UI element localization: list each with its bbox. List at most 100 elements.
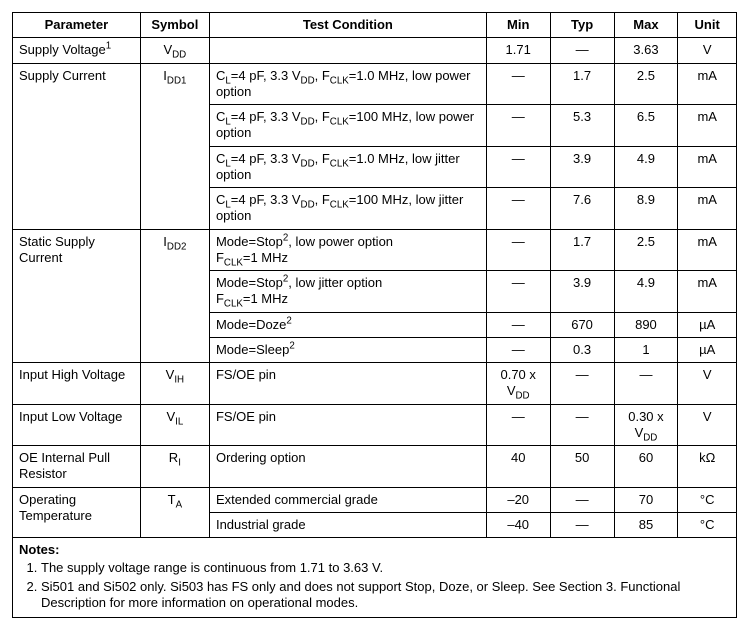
row-supply-voltage: Supply Voltage1 VDD 1.71 — 3.63 V (13, 38, 737, 63)
cond-idd1-2: CL=4 pF, 3.3 VDD, FCLK=100 MHz, low powe… (209, 105, 486, 147)
max-idd1-1: 2.5 (614, 63, 678, 105)
max-vih: — (614, 363, 678, 405)
min-idd1-1: — (486, 63, 550, 105)
typ-idd2-1: 1.7 (550, 229, 614, 271)
sym-vdd: VDD (140, 38, 209, 63)
h-unit: Unit (678, 13, 737, 38)
unit-supply-voltage: V (678, 38, 737, 63)
min-temp-2: –40 (486, 512, 550, 537)
unit-idd2-1: mA (678, 229, 737, 271)
max-vil: 0.30 x VDD (614, 404, 678, 446)
typ-idd1-1: 1.7 (550, 63, 614, 105)
unit-vil: V (678, 404, 737, 446)
max-idd2-2: 4.9 (614, 271, 678, 313)
min-idd1-2: — (486, 105, 550, 147)
cond-idd2-1: Mode=Stop2, low power optionFCLK=1 MHz (209, 229, 486, 271)
max-idd2-1: 2.5 (614, 229, 678, 271)
unit-idd2-4: µA (678, 337, 737, 362)
cond-temp-2: Industrial grade (209, 512, 486, 537)
row-static-1: Static Supply Current IDD2 Mode=Stop2, l… (13, 229, 737, 271)
cond-vih: FS/OE pin (209, 363, 486, 405)
typ-ri: 50 (550, 446, 614, 488)
sym-idd1: IDD1 (140, 63, 209, 229)
cond-ri: Ordering option (209, 446, 486, 488)
min-vil: — (486, 404, 550, 446)
min-idd2-1: — (486, 229, 550, 271)
unit-idd2-2: mA (678, 271, 737, 313)
note-1: The supply voltage range is continuous f… (41, 560, 730, 576)
typ-idd2-2: 3.9 (550, 271, 614, 313)
cond-idd1-3: CL=4 pF, 3.3 VDD, FCLK=1.0 MHz, low jitt… (209, 146, 486, 188)
row-notes: Notes: The supply voltage range is conti… (13, 538, 737, 618)
cond-temp-1: Extended commercial grade (209, 487, 486, 512)
h-typ: Typ (550, 13, 614, 38)
sym-idd2: IDD2 (140, 229, 209, 363)
param-supply-current: Supply Current (13, 63, 141, 229)
typ-idd2-3: 670 (550, 312, 614, 337)
param-static: Static Supply Current (13, 229, 141, 363)
h-parameter: Parameter (13, 13, 141, 38)
max-idd1-2: 6.5 (614, 105, 678, 147)
sym-ri: RI (140, 446, 209, 488)
cond-idd1-4: CL=4 pF, 3.3 VDD, FCLK=100 MHz, low jitt… (209, 188, 486, 230)
row-temp-1: Operating Temperature TA Extended commer… (13, 487, 737, 512)
row-ri: OE Internal Pull Resistor RI Ordering op… (13, 446, 737, 488)
h-symbol: Symbol (140, 13, 209, 38)
h-min: Min (486, 13, 550, 38)
param-ri: OE Internal Pull Resistor (13, 446, 141, 488)
max-supply-voltage: 3.63 (614, 38, 678, 63)
unit-idd1-3: mA (678, 146, 737, 188)
min-temp-1: –20 (486, 487, 550, 512)
min-vih: 0.70 x VDD (486, 363, 550, 405)
note-2: Si501 and Si502 only. Si503 has FS only … (41, 579, 730, 612)
cond-idd1-1: CL=4 pF, 3.3 VDD, FCLK=1.0 MHz, low powe… (209, 63, 486, 105)
typ-vih: — (550, 363, 614, 405)
min-idd2-4: — (486, 337, 550, 362)
max-temp-2: 85 (614, 512, 678, 537)
header-row: Parameter Symbol Test Condition Min Typ … (13, 13, 737, 38)
notes-cell: Notes: The supply voltage range is conti… (13, 538, 737, 618)
h-condition: Test Condition (209, 13, 486, 38)
unit-idd1-1: mA (678, 63, 737, 105)
cond-idd2-2: Mode=Stop2, low jitter optionFCLK=1 MHz (209, 271, 486, 313)
notes-list: The supply voltage range is continuous f… (19, 560, 730, 611)
max-idd2-4: 1 (614, 337, 678, 362)
min-supply-voltage: 1.71 (486, 38, 550, 63)
max-idd2-3: 890 (614, 312, 678, 337)
param-vih: Input High Voltage (13, 363, 141, 405)
sym-vih: VIH (140, 363, 209, 405)
max-idd1-4: 8.9 (614, 188, 678, 230)
typ-vil: — (550, 404, 614, 446)
typ-idd1-3: 3.9 (550, 146, 614, 188)
unit-ri: kΩ (678, 446, 737, 488)
min-idd1-4: — (486, 188, 550, 230)
cond-idd2-4: Mode=Sleep2 (209, 337, 486, 362)
row-supply-current-1: Supply Current IDD1 CL=4 pF, 3.3 VDD, FC… (13, 63, 737, 105)
max-idd1-3: 4.9 (614, 146, 678, 188)
cond-vil: FS/OE pin (209, 404, 486, 446)
row-vil: Input Low Voltage VIL FS/OE pin — — 0.30… (13, 404, 737, 446)
param-temp: Operating Temperature (13, 487, 141, 538)
min-ri: 40 (486, 446, 550, 488)
sym-vil: VIL (140, 404, 209, 446)
max-temp-1: 70 (614, 487, 678, 512)
max-ri: 60 (614, 446, 678, 488)
spec-table: Parameter Symbol Test Condition Min Typ … (12, 12, 737, 618)
param-supply-voltage: Supply Voltage1 (13, 38, 141, 63)
cond-idd2-3: Mode=Doze2 (209, 312, 486, 337)
cond-supply-voltage (209, 38, 486, 63)
unit-idd2-3: µA (678, 312, 737, 337)
sym-ta: TA (140, 487, 209, 538)
unit-idd1-4: mA (678, 188, 737, 230)
param-vil: Input Low Voltage (13, 404, 141, 446)
unit-idd1-2: mA (678, 105, 737, 147)
typ-temp-1: — (550, 487, 614, 512)
h-max: Max (614, 13, 678, 38)
typ-supply-voltage: — (550, 38, 614, 63)
unit-temp-2: °C (678, 512, 737, 537)
notes-heading: Notes: (19, 542, 730, 558)
min-idd2-3: — (486, 312, 550, 337)
min-idd1-3: — (486, 146, 550, 188)
unit-vih: V (678, 363, 737, 405)
typ-idd1-2: 5.3 (550, 105, 614, 147)
